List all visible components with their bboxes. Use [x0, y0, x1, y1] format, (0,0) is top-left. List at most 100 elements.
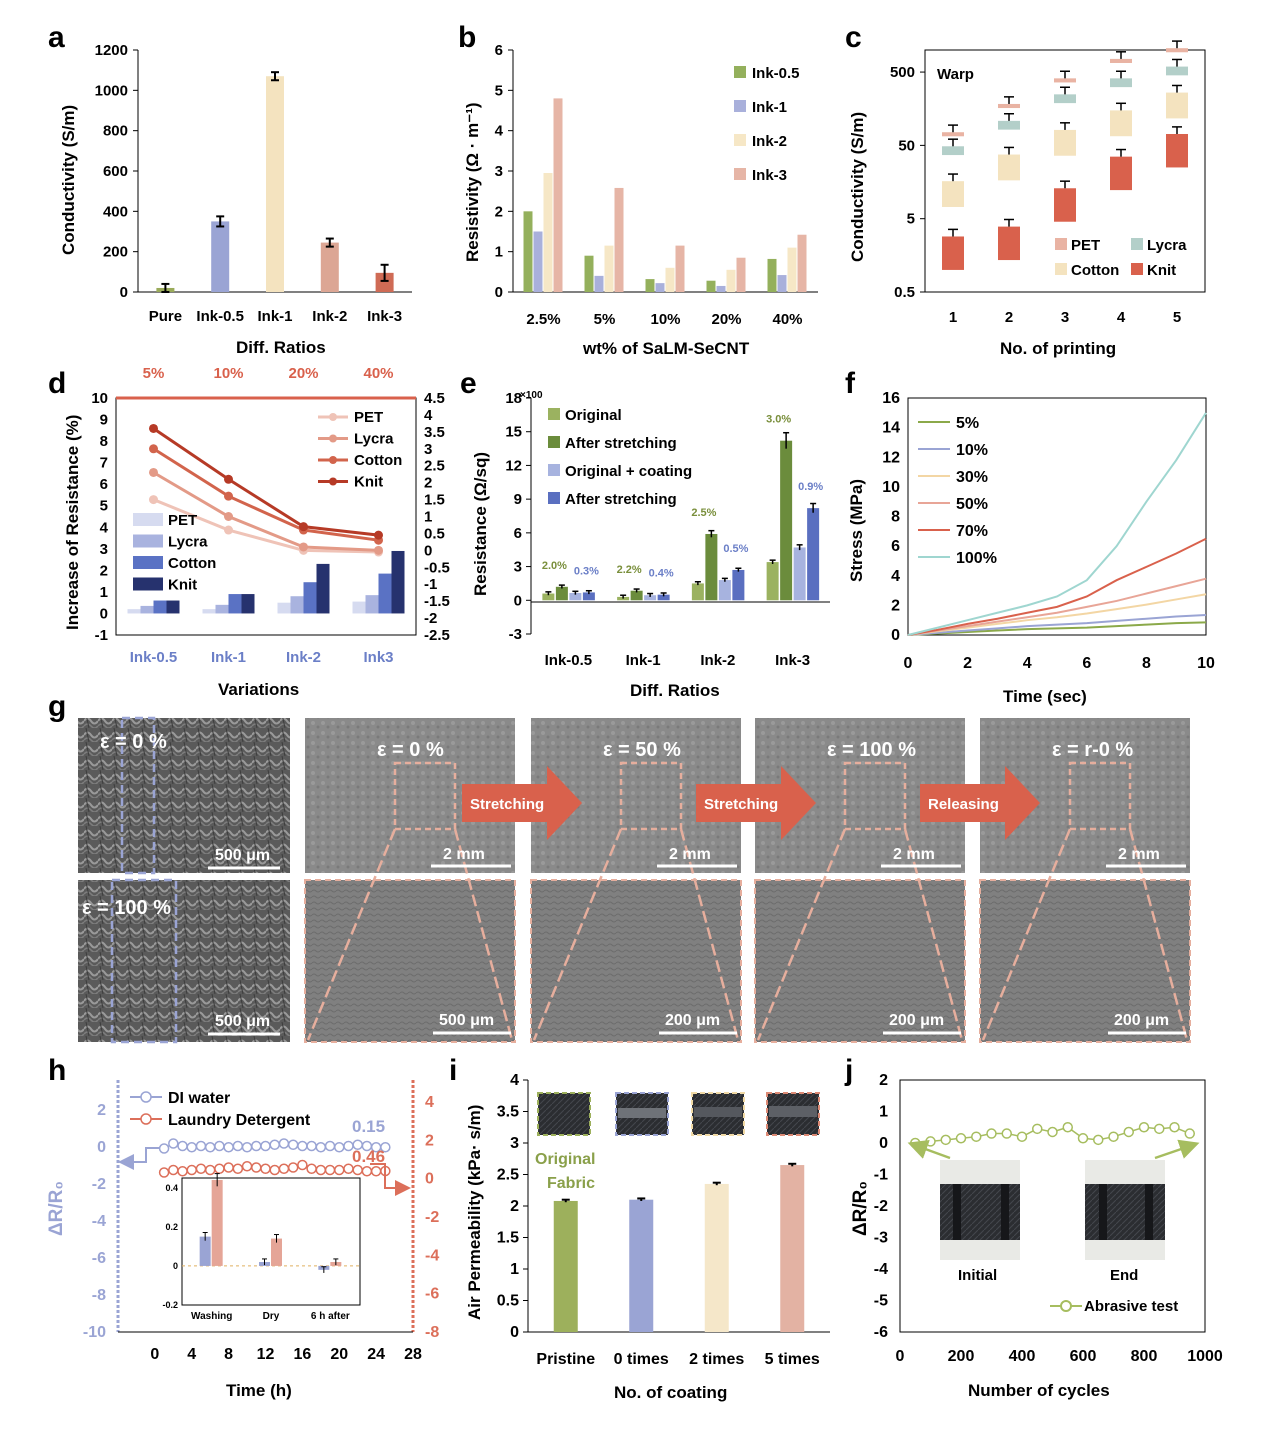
h-y2tick-label: 0: [425, 1171, 434, 1188]
f-xtick-label: 10: [1197, 655, 1215, 672]
panel-label-f: f: [845, 367, 856, 400]
h-line-point: [278, 1138, 290, 1149]
j-initial-label: Initial: [958, 1267, 997, 1284]
h-inset-xtick-label: Dry: [263, 1311, 280, 1322]
d-bar-legend-label: Cotton: [168, 555, 216, 572]
h-y2tick-label: 4: [425, 1094, 434, 1111]
j-line-point: [1123, 1126, 1134, 1138]
panel-label-c: c: [845, 21, 862, 54]
h-line-point: [214, 1140, 225, 1152]
c-warp-label: Warp: [937, 66, 974, 83]
a-bar: [266, 76, 284, 292]
h-line-point: [287, 1162, 299, 1173]
e-annotation-blue: 0.3%: [574, 565, 599, 577]
b-bar: [594, 275, 604, 292]
a-ytick-label: 800: [103, 123, 128, 140]
d-line-point: [149, 495, 158, 505]
h-line-point: [306, 1140, 317, 1152]
d-y2tick-label: -2.5: [424, 627, 450, 644]
i-ytick-label: 0: [510, 1324, 519, 1341]
d-bar-legend-swatch: [133, 534, 163, 548]
a-ylabel: Conductivity (S/m): [59, 105, 78, 255]
a-bar: [375, 272, 394, 292]
f-ytick-label: 0: [891, 627, 900, 644]
h-ylabel: ΔR/R₀: [46, 1181, 67, 1236]
h-line-point: [361, 1166, 373, 1177]
a-ytick-label: 0: [120, 284, 128, 301]
h-line-point: [306, 1163, 317, 1174]
d-bar: [391, 550, 405, 614]
j-ytick-label: -1: [874, 1167, 888, 1184]
d-bar: [202, 609, 216, 614]
j-line-point: [971, 1131, 982, 1142]
sem-zoom-connector: [903, 828, 964, 1041]
i-bar: [780, 1165, 805, 1332]
i-ytick-label: 2.5: [497, 1167, 519, 1184]
h-xtick-label: 16: [293, 1346, 311, 1363]
h-line-point: [324, 1140, 336, 1152]
chart-e: -3 0 3 6 9 12 15 18 Ink-0.5 Ink-1 Ink-2 Ink-3 Origin…: [471, 390, 830, 700]
h-line-point: [168, 1164, 179, 1176]
h-legend-marker: [140, 1113, 152, 1125]
d-line-cotton: [152, 447, 379, 542]
j-xtick-label: 0: [896, 1348, 905, 1365]
b-bar: [604, 245, 614, 292]
e-bar: [582, 592, 595, 601]
d-bar: [365, 595, 379, 614]
j-line-point: [940, 1134, 951, 1146]
e-bar: [705, 533, 718, 601]
e-ytick-label: 12: [505, 457, 522, 474]
j-ytick-label: -3: [874, 1230, 888, 1247]
sem-zoom-connector: [756, 828, 847, 1041]
d-ytick-label: 3: [100, 541, 108, 558]
d-ytick-label: 7: [100, 455, 108, 472]
d-bar-legend-swatch: [133, 556, 163, 569]
c-box-pet: [998, 103, 1020, 109]
j-line-point: [1032, 1123, 1043, 1135]
a-bar: [320, 242, 339, 292]
d-line-point: [149, 467, 158, 477]
c-xtick-label: 4: [1117, 309, 1126, 326]
h-ytick-label: 2: [97, 1102, 106, 1119]
c-box-knit: [1054, 188, 1076, 222]
j-legend-label: Abrasive test: [1084, 1298, 1178, 1315]
e-xtick-label: Ink-1: [626, 652, 661, 669]
f-xtick-label: 0: [904, 655, 913, 672]
b-ytick-label: 1: [495, 244, 503, 261]
panel-label-a: a: [48, 21, 65, 54]
c-legend-label: PET: [1071, 237, 1100, 254]
e-bar: [780, 440, 793, 601]
h-line-point: [278, 1163, 290, 1174]
a-ytick-label: 1000: [95, 82, 128, 99]
d-ytick-label: 1: [100, 584, 108, 601]
b-ytick-label: 6: [495, 42, 503, 59]
chart-c: 0.5 5 50 500 1 2 3 4 5 PET Lycra Cotton Knit Warp No…: [848, 40, 1206, 358]
a-xlabel: Diff. Ratios: [236, 338, 326, 357]
j-xlabel: Number of cycles: [968, 1381, 1110, 1400]
d-y2tick-label: 1: [424, 509, 432, 526]
c-box-pet: [942, 132, 964, 137]
d-y2tick-label: 0.5: [424, 525, 445, 542]
c-legend-swatch: [1131, 263, 1143, 275]
b-bar: [787, 247, 797, 292]
d-line-legend-marker: [329, 413, 337, 421]
sem-process-arrow: [462, 766, 582, 840]
sem-fabric-100: [78, 880, 290, 1042]
sem-left-label-0: ε = 0 %: [100, 731, 167, 753]
j-ytick-label: 0: [879, 1135, 888, 1152]
b-bar: [584, 255, 594, 292]
h-xtick-label: 0: [150, 1346, 159, 1363]
h-end-label-detergent: 0.46: [352, 1147, 385, 1166]
d-line-point: [224, 512, 233, 521]
f-ytick-label: 2: [891, 597, 900, 614]
f-ytick-label: 4: [891, 568, 900, 585]
sem-zoom-connector: [306, 828, 397, 1041]
f-xtick-label: 8: [1142, 655, 1151, 672]
b-bar: [736, 257, 746, 292]
d-top-xtick-label: 40%: [363, 365, 393, 382]
j-line-point: [1001, 1128, 1012, 1139]
chart-d: -1012345678910-2.5-2-1.5-1-0.500.511.522…: [63, 365, 450, 699]
sem-roi-box: [393, 761, 457, 831]
e-legend-label: After stretching: [565, 435, 677, 452]
